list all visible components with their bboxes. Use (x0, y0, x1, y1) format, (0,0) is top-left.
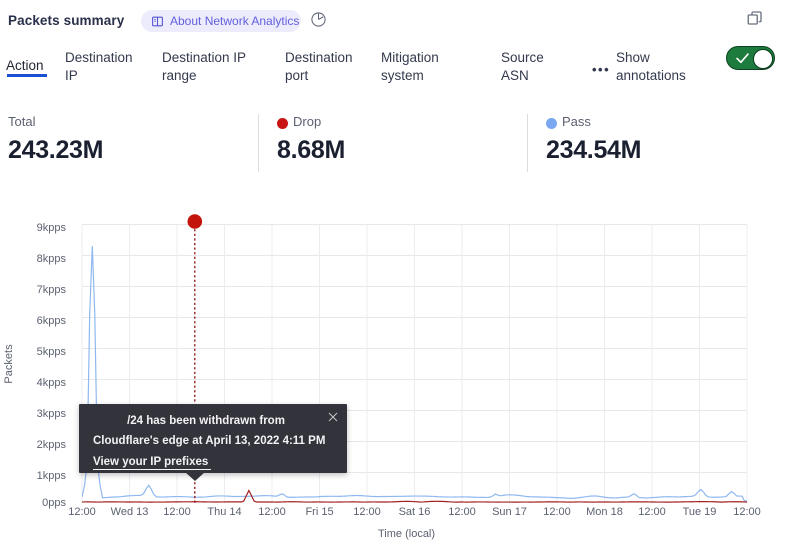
svg-text:1kpps: 1kpps (37, 470, 67, 482)
svg-text:0pps: 0pps (42, 497, 66, 509)
svg-text:12:00: 12:00 (638, 506, 666, 518)
svg-text:6kpps: 6kpps (37, 315, 67, 327)
svg-text:3kpps: 3kpps (37, 408, 67, 420)
svg-text:Sat 16: Sat 16 (399, 506, 431, 518)
svg-text:2kpps: 2kpps (37, 439, 67, 451)
svg-text:4kpps: 4kpps (37, 377, 67, 389)
svg-text:12:00: 12:00 (163, 506, 191, 518)
svg-text:Fri 15: Fri 15 (305, 506, 333, 518)
svg-text:Sun 17: Sun 17 (492, 506, 527, 518)
svg-text:12:00: 12:00 (448, 506, 476, 518)
svg-text:5kpps: 5kpps (37, 346, 67, 358)
svg-text:Thu 14: Thu 14 (207, 506, 241, 518)
svg-text:Mon 18: Mon 18 (586, 506, 623, 518)
svg-text:9kpps: 9kpps (37, 222, 67, 234)
svg-text:8kpps: 8kpps (37, 253, 67, 265)
svg-text:Wed 13: Wed 13 (111, 506, 149, 518)
svg-text:Tue 19: Tue 19 (683, 506, 717, 518)
svg-text:12:00: 12:00 (733, 506, 761, 518)
svg-text:12:00: 12:00 (543, 506, 571, 518)
svg-text:12:00: 12:00 (68, 506, 96, 518)
svg-text:12:00: 12:00 (353, 506, 381, 518)
svg-text:12:00: 12:00 (258, 506, 286, 518)
svg-text:7kpps: 7kpps (37, 284, 67, 296)
svg-text:Packets: Packets (3, 344, 15, 384)
